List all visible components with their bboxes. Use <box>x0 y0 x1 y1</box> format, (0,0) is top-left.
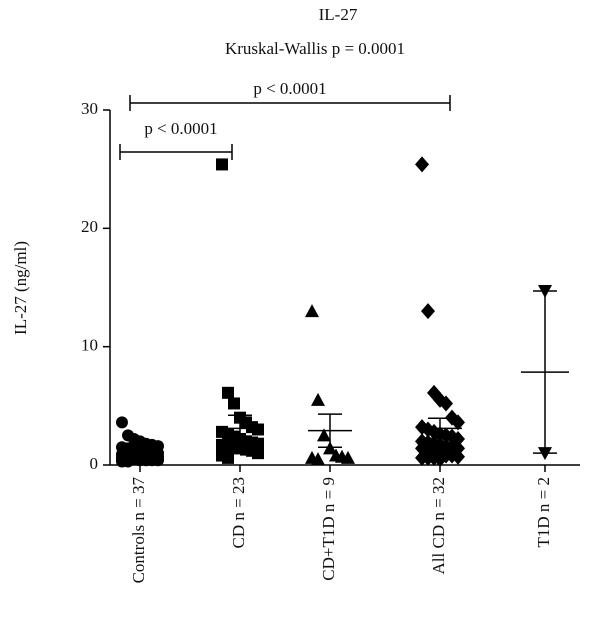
x-tick-label: Controls n = 37 <box>129 477 148 584</box>
y-tick-label: 20 <box>81 217 98 236</box>
data-point <box>252 447 264 460</box>
significance-bracket <box>129 95 451 111</box>
y-tick-label: 0 <box>90 454 99 473</box>
data-point <box>216 158 228 171</box>
x-tick-label: CD n = 23 <box>229 477 248 548</box>
data-point <box>341 450 355 464</box>
data-point <box>415 156 429 173</box>
data-point <box>122 455 134 468</box>
chart-title: IL-27 <box>319 5 358 24</box>
data-point <box>433 451 447 468</box>
chart-subtitle: Kruskal-Wallis p = 0.0001 <box>225 39 405 58</box>
data-point <box>252 423 264 436</box>
data-point <box>116 416 128 429</box>
significance-bracket <box>119 144 233 160</box>
data-point <box>439 395 453 412</box>
data-point <box>228 397 240 410</box>
data-point <box>311 392 325 406</box>
data-point <box>311 452 325 466</box>
significance-label: p < 0.0001 <box>144 119 217 138</box>
significance-label: p < 0.0001 <box>253 79 326 98</box>
y-axis-label: IL-27 (ng/ml) <box>11 241 30 335</box>
data-point <box>421 303 435 320</box>
data-point <box>451 414 465 431</box>
data-point <box>451 448 465 465</box>
y-tick-label: 10 <box>81 336 98 355</box>
data-point <box>317 428 331 442</box>
x-tick-label: CD+T1D n = 9 <box>319 477 338 581</box>
data-point <box>152 454 164 467</box>
data-point <box>222 386 234 399</box>
data-point <box>222 451 234 464</box>
y-tick-label: 30 <box>81 99 98 118</box>
data-point <box>305 304 319 318</box>
x-tick-label: All CD n = 32 <box>429 477 448 574</box>
x-tick-label: T1D n = 2 <box>534 477 553 548</box>
